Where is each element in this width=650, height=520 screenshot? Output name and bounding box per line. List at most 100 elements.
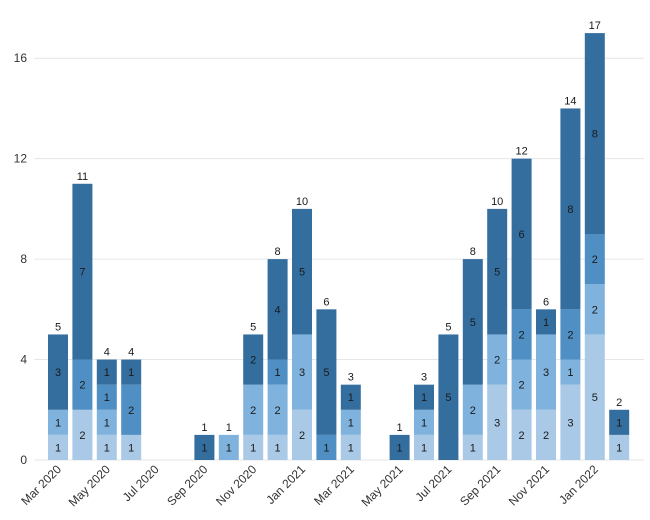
x-tick-label: Jul 2020 — [120, 462, 162, 504]
segment-value-label: 1 — [250, 442, 256, 454]
bar-segment — [511, 359, 532, 410]
bar-segment — [121, 434, 142, 460]
bar-segment — [72, 359, 93, 410]
bar-segment — [48, 434, 68, 460]
bar-total-label: 5 — [250, 321, 256, 333]
bar-segment — [536, 409, 556, 460]
bar-segment — [48, 409, 68, 435]
bar-segment — [96, 359, 117, 385]
segment-value-label: 1 — [543, 317, 549, 329]
segment-value-label: 2 — [567, 329, 573, 341]
segment-value-label: 1 — [275, 442, 281, 454]
segment-value-label: 1 — [421, 392, 427, 404]
bar-segment — [292, 334, 312, 410]
bar-segment — [243, 334, 264, 385]
bar-segment — [194, 434, 215, 460]
segment-value-label: 2 — [494, 355, 500, 367]
bar-total-label: 1 — [226, 422, 232, 434]
x-tick-label: Nov 2020 — [213, 462, 259, 508]
segment-value-label: 1 — [104, 442, 110, 454]
segment-value-label: 4 — [275, 304, 281, 316]
y-tick-label: 8 — [20, 252, 27, 266]
segment-value-label: 3 — [567, 417, 573, 429]
segment-value-label: 3 — [55, 367, 61, 379]
bar-segment — [487, 208, 508, 335]
segment-value-label: 2 — [250, 405, 256, 417]
bar-segment — [560, 384, 581, 460]
segment-value-label: 1 — [616, 442, 622, 454]
segment-value-label: 1 — [616, 417, 622, 429]
bar-segment — [96, 409, 117, 435]
bar-total-label: 12 — [515, 146, 527, 158]
segment-value-label: 2 — [470, 405, 476, 417]
bar-segment — [462, 384, 483, 435]
bar-segment — [511, 309, 532, 360]
bar-segment — [536, 309, 556, 335]
segment-value-label: 7 — [79, 267, 85, 279]
bar-segment — [609, 409, 630, 435]
segment-value-label: 2 — [592, 254, 598, 266]
bar-total-label: 10 — [296, 196, 308, 208]
bar-total-label: 1 — [397, 422, 403, 434]
x-tick-label: Nov 2021 — [506, 462, 552, 508]
bar-segment — [292, 208, 312, 335]
y-tick-label: 0 — [20, 453, 27, 467]
segment-value-label: 5 — [323, 367, 329, 379]
bar-segment — [340, 409, 361, 435]
segment-value-label: 5 — [494, 267, 500, 279]
bar-total-label: 1 — [201, 422, 207, 434]
bar-segment — [487, 384, 508, 460]
bar-segment — [609, 434, 630, 460]
bar-segment — [72, 183, 93, 360]
bar-total-label: 8 — [470, 246, 476, 258]
segment-value-label: 6 — [519, 229, 525, 241]
segment-value-label: 3 — [494, 417, 500, 429]
bar-segment — [511, 409, 532, 460]
segment-value-label: 1 — [104, 392, 110, 404]
bar-segment — [340, 384, 361, 410]
segment-value-label: 2 — [79, 430, 85, 442]
segment-value-label: 1 — [348, 392, 354, 404]
x-axis: Mar 2020 May 2020 Jul 2020 Sep 2020 Nov 2020… — [18, 462, 601, 509]
segment-value-label: 2 — [592, 304, 598, 316]
bar-segment — [316, 309, 337, 435]
bar-segment — [438, 334, 459, 460]
bar-segment — [96, 384, 117, 410]
bar-segment — [121, 359, 142, 385]
bar-segment — [96, 434, 117, 460]
x-tick-label: Sep 2021 — [457, 462, 503, 508]
segment-value-label: 1 — [104, 417, 110, 429]
bar-segment — [389, 434, 410, 460]
bar-segment — [267, 359, 288, 385]
bar-segment — [316, 434, 337, 460]
bar-total-label: 8 — [275, 246, 281, 258]
segment-value-label: 5 — [299, 267, 305, 279]
y-axis: 0 4 8 12 16 — [14, 51, 28, 467]
bar-segment — [340, 434, 361, 460]
bar-segment — [218, 434, 239, 460]
x-tick-label: Sep 2020 — [164, 462, 210, 508]
bar-segment — [243, 434, 264, 460]
x-tick-label: Mar 2020 — [18, 462, 64, 508]
bar-total-label: 5 — [445, 321, 451, 333]
segment-value-label: 2 — [519, 380, 525, 392]
segment-value-label: 1 — [201, 442, 207, 454]
segment-value-label: 2 — [299, 430, 305, 442]
bar-total-label: 6 — [543, 296, 549, 308]
segment-value-label: 1 — [397, 442, 403, 454]
bar-segment — [267, 434, 288, 460]
segment-value-label: 2 — [519, 430, 525, 442]
y-tick-label: 4 — [20, 353, 27, 367]
segment-value-label: 5 — [470, 317, 476, 329]
bar-segment — [243, 384, 264, 435]
y-tick-label: 12 — [14, 152, 28, 166]
segment-value-label: 5 — [445, 392, 451, 404]
segment-value-label: 2 — [275, 405, 281, 417]
segment-value-label: 1 — [55, 442, 61, 454]
bar-segment — [487, 334, 508, 385]
bar-segment — [584, 33, 605, 234]
bar-segment — [267, 384, 288, 435]
bar-segment — [292, 409, 312, 460]
bar-total-label: 5 — [55, 321, 61, 333]
